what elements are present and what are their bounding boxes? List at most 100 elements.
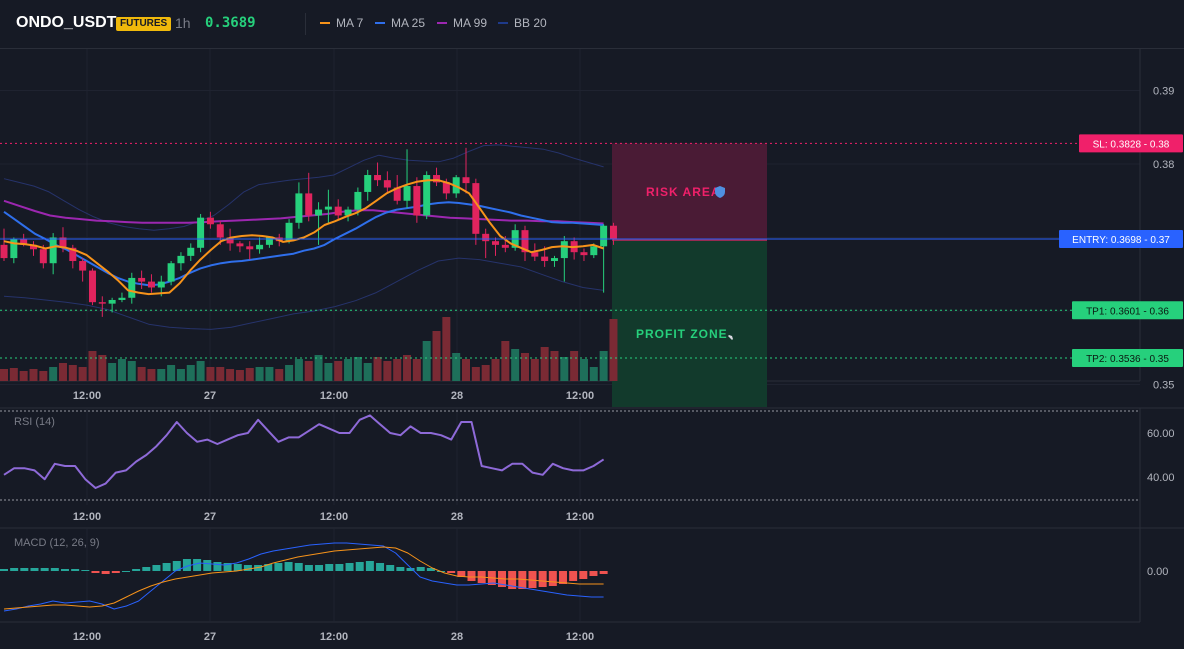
macd-histogram-bar	[111, 571, 120, 573]
volume-bar	[68, 365, 77, 381]
candle-body	[315, 209, 323, 216]
sl-tag	[1079, 134, 1183, 153]
volume-bar	[108, 363, 117, 381]
macd-histogram-bar	[132, 569, 141, 571]
legend-swatch	[320, 22, 330, 24]
volume-bar	[29, 369, 38, 381]
price-tick-label: 0.39	[1153, 86, 1174, 98]
profit-zone-label: PROFIT ZONE	[636, 327, 728, 341]
price-tick-label: 0.38	[1153, 159, 1174, 171]
volume-bar	[98, 355, 107, 381]
candle-body	[128, 277, 136, 298]
volume-bar	[157, 369, 166, 381]
time-tick-label: 28	[451, 631, 463, 643]
volume-bar	[540, 347, 549, 381]
macd-histogram-bar	[518, 571, 527, 589]
macd-histogram-bar	[355, 562, 364, 571]
candle-body	[521, 230, 529, 253]
candle-body	[98, 302, 106, 304]
volume-bar	[589, 367, 598, 381]
legend-label: MA 7	[336, 16, 364, 30]
volume-bar	[412, 359, 421, 381]
candle-body	[197, 217, 205, 248]
macd-histogram-bar	[0, 569, 8, 571]
macd-histogram-bar	[50, 568, 59, 571]
volume-bar	[491, 359, 500, 381]
volume-bar	[511, 349, 520, 381]
legend-ma7[interactable]: MA 7	[320, 16, 363, 30]
time-tick-label: 12:00	[566, 390, 594, 402]
macd-line	[3, 542, 604, 612]
risk-area-label: RISK AREA	[646, 185, 721, 199]
candle-body	[541, 256, 549, 262]
volume-bar	[363, 363, 372, 381]
macd-histogram-bar	[81, 570, 90, 571]
candle-body	[324, 206, 332, 210]
volume-bar	[176, 369, 185, 381]
volume-bar	[78, 367, 87, 381]
legend-ma99[interactable]: MA 99	[437, 16, 487, 30]
volume-bar	[314, 355, 323, 381]
macd-histogram-bar	[599, 571, 608, 574]
legend-label: MA 99	[453, 16, 488, 30]
macd-histogram-bar	[223, 563, 232, 571]
entry-tag	[1059, 229, 1183, 248]
macd-histogram-bar	[20, 568, 29, 571]
macd-histogram-bar	[152, 565, 161, 571]
macd-histogram-bar	[162, 563, 171, 571]
macd-histogram-bar	[182, 559, 191, 571]
macd-histogram-bar	[548, 571, 557, 586]
candle-body	[236, 243, 244, 247]
macd-histogram-bar	[233, 564, 242, 571]
legend-ma25[interactable]: MA 25	[375, 16, 425, 30]
candle-body	[550, 258, 558, 262]
macd-histogram-bar	[213, 562, 222, 571]
volume-bar	[245, 368, 254, 381]
volume-bar	[383, 361, 392, 381]
timeframe-label[interactable]: 1h	[175, 15, 191, 31]
macd-histogram-bar	[467, 571, 476, 581]
candle-body	[118, 297, 126, 300]
candle-body	[374, 175, 382, 181]
macd-histogram-bar	[40, 568, 49, 571]
rsi-line	[3, 414, 605, 489]
volume-bar	[432, 331, 441, 381]
legend-bb20[interactable]: BB 20	[498, 16, 547, 30]
candle-body	[0, 244, 8, 259]
macd-signal-line	[3, 546, 604, 610]
symbol-label[interactable]: ONDO_USDT	[16, 14, 117, 31]
candle-body	[609, 225, 617, 239]
legend-label: MA 25	[391, 16, 426, 30]
volume-bar	[560, 357, 569, 381]
macd-histogram-bar	[365, 561, 374, 571]
macd-histogram-bar	[325, 564, 334, 571]
volume-bar	[334, 361, 343, 381]
volume-bar	[344, 359, 353, 381]
volume-bar	[0, 369, 8, 381]
ma25-line	[3, 201, 604, 287]
time-tick-label: 12:00	[320, 511, 348, 523]
macd-histogram-bar	[60, 569, 69, 571]
volume-bar	[353, 357, 362, 381]
candle-body	[216, 224, 224, 238]
volume-bar	[58, 363, 67, 381]
volume-bar	[285, 365, 294, 381]
macd-histogram-bar	[589, 571, 598, 576]
volume-bar	[294, 359, 303, 381]
macd-title: MACD (12, 26, 9)	[14, 537, 100, 549]
volume-bar	[186, 365, 195, 381]
time-tick-label: 27	[204, 390, 216, 402]
volume-bar	[304, 361, 313, 381]
macd-histogram-bar	[274, 563, 283, 571]
macd-histogram-bar	[416, 567, 425, 571]
volume-bar	[471, 367, 480, 381]
candle-body	[403, 186, 411, 201]
macd-histogram-bar	[508, 571, 517, 589]
macd-histogram-bar	[91, 571, 100, 573]
volume-bar	[49, 367, 58, 381]
legend-swatch	[437, 22, 447, 24]
tp2-tag	[1072, 349, 1183, 368]
candle-body	[88, 270, 96, 303]
futures-badge: FUTURES	[116, 17, 172, 31]
